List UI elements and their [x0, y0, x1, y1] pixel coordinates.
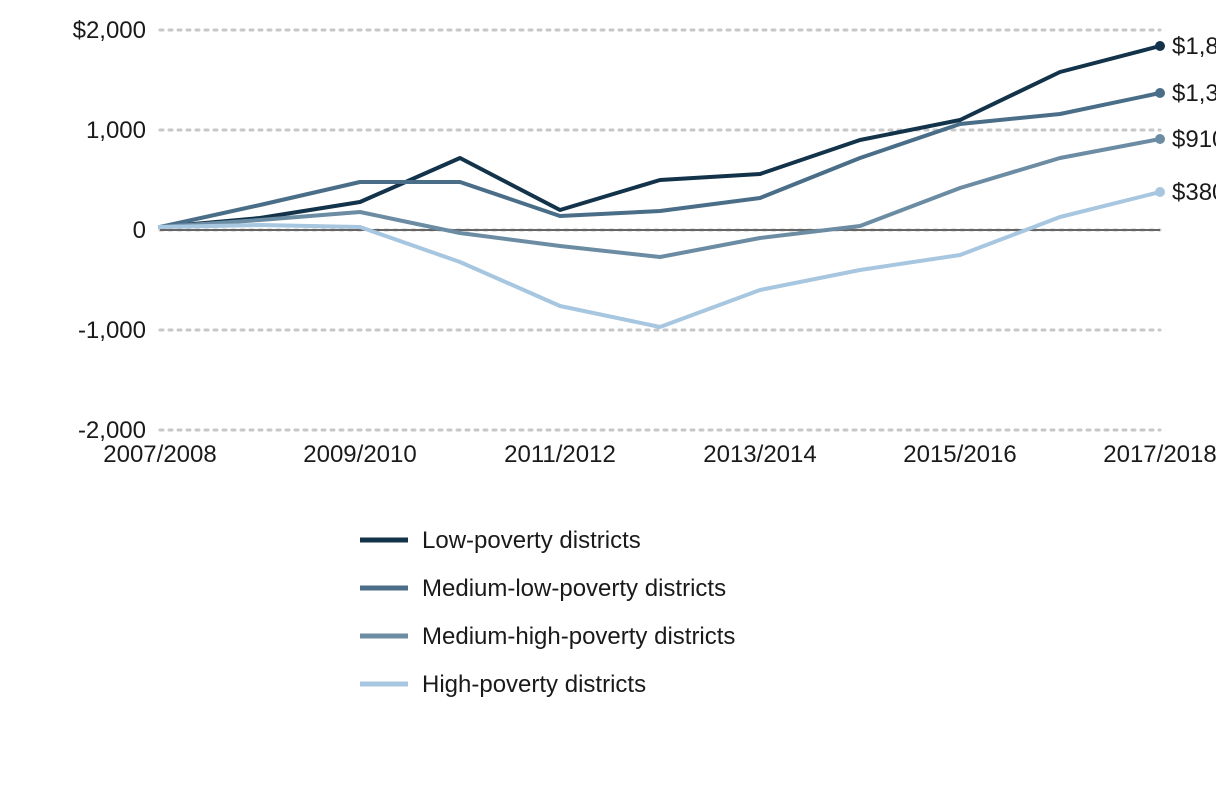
series-end-marker	[1155, 187, 1165, 197]
y-tick-label: $2,000	[73, 17, 146, 44]
y-tick-label: 0	[133, 217, 146, 244]
chart-container: -2,000 -1,000 0 1,000 $2,000 2007/2008 2009/20…	[0, 0, 1216, 805]
x-tick-label: 2015/2016	[903, 441, 1016, 468]
x-tick-label: 2011/2012	[504, 441, 616, 468]
y-tick-label: 1,000	[86, 117, 146, 144]
x-tick-label: 2013/2014	[703, 441, 816, 468]
line-chart-svg: -2,000 -1,000 0 1,000 $2,000 2007/2008 2009/20…	[0, 0, 1216, 805]
series-end-label: $1,37	[1172, 80, 1216, 107]
x-tick-label: 2009/2010	[303, 441, 416, 468]
y-tick-label: -2,000	[78, 417, 146, 444]
series-end-label: $910	[1172, 126, 1216, 153]
series-end-label: $380	[1172, 179, 1216, 206]
legend-label: Low-poverty districts	[422, 527, 641, 554]
series-end-label: $1,84	[1172, 33, 1216, 60]
series-end-marker	[1155, 134, 1165, 144]
series-end-marker	[1155, 41, 1165, 51]
y-tick-label: -1,000	[78, 317, 146, 344]
series-end-marker	[1155, 88, 1165, 98]
x-tick-label: 2017/2018	[1103, 441, 1216, 468]
legend-label: Medium-high-poverty districts	[422, 623, 735, 650]
x-tick-label: 2007/2008	[103, 441, 216, 468]
legend-label: High-poverty districts	[422, 671, 646, 698]
legend-label: Medium-low-poverty districts	[422, 575, 726, 602]
